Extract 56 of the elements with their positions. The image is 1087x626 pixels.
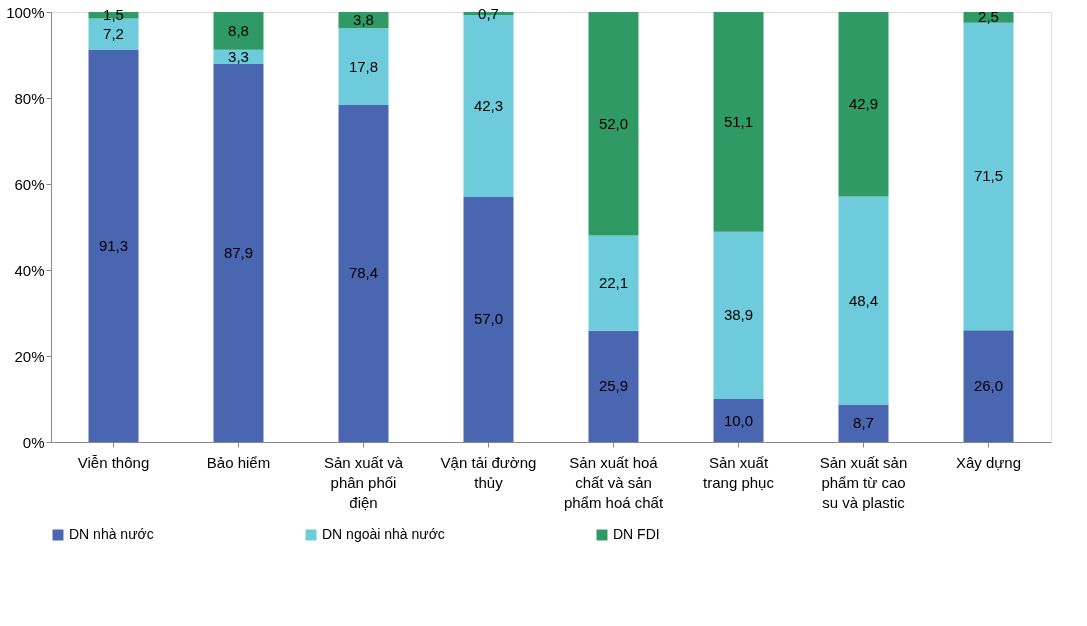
data-label: 10,0 — [723, 411, 754, 429]
data-label: 3,3 — [228, 47, 249, 65]
data-label: 8,7 — [853, 414, 874, 432]
y-tick-label: 80% — [14, 89, 45, 107]
bar — [838, 404, 889, 442]
data-label: 78,4 — [348, 264, 379, 282]
data-label: 2,5 — [978, 8, 999, 26]
bar — [713, 399, 764, 442]
y-tick-label: 60% — [14, 175, 45, 193]
bar — [713, 12, 764, 232]
data-label: 26,0 — [973, 377, 1004, 395]
data-label: 42,3 — [473, 96, 504, 114]
legend-label: DN ngoài nhà nước — [322, 526, 445, 542]
data-label: 17,8 — [348, 57, 379, 75]
bar — [588, 330, 639, 442]
bar — [338, 28, 389, 105]
data-label: 87,9 — [223, 244, 254, 262]
data-label: 57,0 — [473, 310, 504, 328]
data-label: 42,9 — [848, 95, 879, 113]
x-tick-label: Sản xuất và phân phối điện — [323, 453, 404, 511]
bar — [588, 235, 639, 331]
data-label: 22,1 — [598, 274, 629, 292]
x-tick-label: Bảo hiểm — [206, 453, 271, 471]
bar — [713, 231, 764, 399]
data-label: 7,2 — [103, 24, 124, 42]
data-label: 48,4 — [848, 291, 879, 309]
bar — [963, 22, 1014, 331]
bar — [463, 196, 514, 442]
x-tick-label: Xây dựng — [955, 453, 1022, 471]
data-label: 38,9 — [723, 306, 754, 324]
y-tick-label: 0% — [22, 433, 45, 451]
bar — [88, 49, 139, 442]
bar — [963, 330, 1014, 442]
legend-label: DN nhà nước — [69, 526, 154, 542]
y-tick-label: 40% — [14, 261, 45, 279]
data-label: 3,8 — [353, 11, 374, 29]
bar — [213, 64, 264, 442]
x-tick-label: Sản xuất hoá chất và sản phẩm hoá chất — [563, 453, 664, 511]
data-label: 51,1 — [723, 112, 754, 130]
bar — [213, 12, 264, 50]
data-label: 71,5 — [973, 167, 1004, 185]
bar — [838, 12, 889, 197]
bar — [338, 104, 389, 442]
y-tick-label: 20% — [14, 347, 45, 365]
legend-label: DN FDI — [613, 526, 660, 542]
bar — [588, 12, 639, 236]
x-tick-label: Vận tải đường thủy — [440, 453, 537, 491]
y-tick-label: 100% — [6, 3, 45, 21]
bar — [838, 196, 889, 405]
data-label: 52,0 — [598, 114, 629, 132]
x-tick-label: Sản xuất trang phục — [703, 453, 775, 491]
data-label: 8,8 — [228, 21, 249, 39]
x-tick-label: Sản xuất sản phẩm từ cao su và plastic — [819, 453, 908, 511]
data-label: 25,9 — [598, 377, 629, 395]
x-tick-label: Viễn thông — [77, 453, 150, 471]
data-label: 91,3 — [98, 236, 129, 254]
